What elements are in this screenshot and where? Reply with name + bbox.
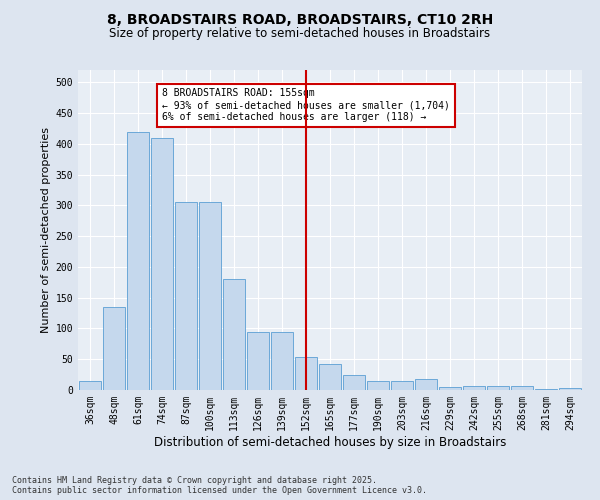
Bar <box>439 387 461 390</box>
Bar <box>367 381 389 390</box>
Bar <box>103 307 125 390</box>
Bar <box>271 332 293 390</box>
Bar <box>559 388 581 390</box>
Bar <box>247 332 269 390</box>
Bar <box>175 202 197 390</box>
Bar <box>127 132 149 390</box>
Bar <box>151 138 173 390</box>
Bar <box>199 202 221 390</box>
Bar <box>391 381 413 390</box>
Bar <box>223 279 245 390</box>
Y-axis label: Number of semi-detached properties: Number of semi-detached properties <box>41 127 52 333</box>
Text: Size of property relative to semi-detached houses in Broadstairs: Size of property relative to semi-detach… <box>109 28 491 40</box>
Bar <box>343 374 365 390</box>
Text: 8 BROADSTAIRS ROAD: 155sqm
← 93% of semi-detached houses are smaller (1,704)
6% : 8 BROADSTAIRS ROAD: 155sqm ← 93% of semi… <box>162 88 450 122</box>
Bar <box>463 386 485 390</box>
X-axis label: Distribution of semi-detached houses by size in Broadstairs: Distribution of semi-detached houses by … <box>154 436 506 448</box>
Bar <box>319 364 341 390</box>
Bar <box>415 379 437 390</box>
Bar <box>511 386 533 390</box>
Bar <box>295 358 317 390</box>
Bar <box>535 389 557 390</box>
Bar <box>487 386 509 390</box>
Bar <box>79 382 101 390</box>
Text: Contains HM Land Registry data © Crown copyright and database right 2025.
Contai: Contains HM Land Registry data © Crown c… <box>12 476 427 495</box>
Text: 8, BROADSTAIRS ROAD, BROADSTAIRS, CT10 2RH: 8, BROADSTAIRS ROAD, BROADSTAIRS, CT10 2… <box>107 12 493 26</box>
